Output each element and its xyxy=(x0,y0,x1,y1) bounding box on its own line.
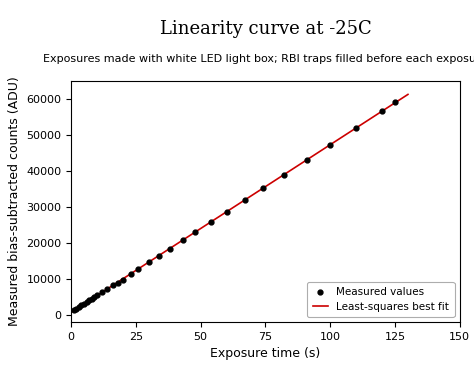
Measured values xyxy=(79,303,84,307)
Measured values xyxy=(76,305,82,309)
Measured values xyxy=(180,238,185,242)
Measured values xyxy=(192,230,198,234)
Measured values xyxy=(304,157,310,162)
Measured values xyxy=(86,298,92,302)
Least-squares best fit xyxy=(352,127,358,131)
Text: Linearity curve at -25C: Linearity curve at -25C xyxy=(160,20,371,38)
Measured values xyxy=(281,173,286,178)
Measured values xyxy=(328,143,333,147)
Measured values xyxy=(146,260,152,264)
Measured values xyxy=(136,267,141,272)
Measured values xyxy=(379,109,385,113)
Measured values xyxy=(156,254,162,258)
Line: Measured values: Measured values xyxy=(71,100,397,313)
Measured values xyxy=(120,277,126,282)
Least-squares best fit xyxy=(269,180,274,185)
Legend: Measured values, Least-squares best fit: Measured values, Least-squares best fit xyxy=(307,282,455,317)
Measured values xyxy=(73,307,79,311)
Measured values xyxy=(128,272,134,276)
Measured values xyxy=(94,293,100,298)
Least-squares best fit xyxy=(405,92,411,97)
Measured values xyxy=(353,126,359,130)
Measured values xyxy=(224,210,229,214)
Least-squares best fit xyxy=(374,113,379,117)
Measured values xyxy=(84,300,90,305)
Measured values xyxy=(392,100,398,104)
Text: Exposures made with white LED light box; RBI traps filled before each exposure: Exposures made with white LED light box;… xyxy=(43,53,474,64)
Measured values xyxy=(89,296,95,301)
Measured values xyxy=(81,302,87,306)
Least-squares best fit xyxy=(268,181,273,186)
Y-axis label: Measured bias-subtracted counts (ADU): Measured bias-subtracted counts (ADU) xyxy=(8,76,21,326)
Measured values xyxy=(105,287,110,291)
Least-squares best fit xyxy=(274,177,280,181)
Measured values xyxy=(91,295,97,300)
X-axis label: Exposure time (s): Exposure time (s) xyxy=(210,347,320,361)
Measured values xyxy=(109,283,115,288)
Measured values xyxy=(100,290,105,295)
Least-squares best fit xyxy=(68,310,74,314)
Measured values xyxy=(167,247,173,251)
Line: Least-squares best fit: Least-squares best fit xyxy=(71,94,408,312)
Least-squares best fit xyxy=(69,309,75,314)
Measured values xyxy=(71,308,76,313)
Measured values xyxy=(242,198,247,202)
Measured values xyxy=(260,186,266,190)
Measured values xyxy=(208,220,214,224)
Measured values xyxy=(115,281,120,285)
